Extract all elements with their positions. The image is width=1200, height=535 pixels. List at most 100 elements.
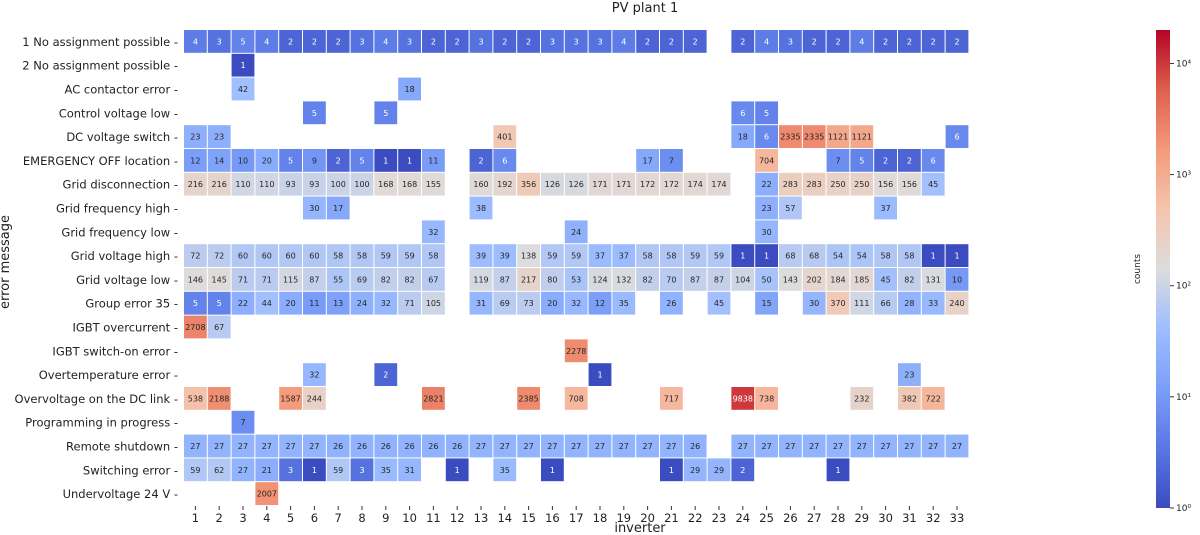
row-label: 2 No assignment possible - [22,59,178,73]
heatmap-cell [231,410,255,434]
heatmap-cell [493,291,517,315]
heatmap-cell [303,244,326,267]
heatmap-cell [874,30,897,53]
heatmap-cell [779,196,802,220]
cell-value: 100 [354,180,369,189]
cell-value: 172 [664,180,679,189]
cell-value: 82 [405,275,415,284]
heatmap-cell [255,434,279,458]
cell-value: 27 [619,442,629,451]
row-label: Grid disconnection - [63,178,178,192]
cell-value: 20 [262,156,272,165]
cell-value: 119 [473,275,488,284]
heatmap-cell [422,291,445,315]
heatmap-cell [945,125,969,148]
column-label: 11 [426,511,441,525]
heatmap-cell [707,244,731,267]
heatmap-cell [802,244,826,267]
column-label: 4 [263,511,270,525]
heatmap-cell [850,291,874,315]
cell-value: 37 [595,252,605,261]
cell-value: 3 [407,37,412,46]
cell-value: 60 [238,252,248,261]
cell-value: 59 [381,252,391,261]
heatmap-cell [493,172,517,196]
heatmap-cell [541,458,564,482]
cell-value: 1 [764,252,769,261]
cell-value: 27 [809,442,819,451]
cell-value: 1 [240,61,245,70]
row-label: Overtemperature error - [39,368,178,382]
heatmap-cell [303,458,326,482]
heatmap-cell [707,172,731,196]
cell-value: 58 [428,252,438,261]
y-axis-label: error message [0,215,13,309]
cell-value: 1 [669,466,674,475]
cell-value: 59 [190,466,200,475]
heatmap-cell [660,458,683,482]
heatmap-cell [184,30,207,53]
cell-value: 168 [402,180,417,189]
heatmap-cell [493,30,517,53]
cell-value: 35 [500,466,510,475]
heatmap-cell [207,149,231,172]
heatmap-cell [802,434,826,458]
heatmap-cell [422,244,445,267]
heatmap-cell [231,268,255,291]
cell-value: 5 [240,37,245,46]
row-label: EMERGENCY OFF location - [23,154,178,168]
heatmap-cell [874,291,897,315]
cell-value: 132 [616,275,631,284]
heatmap-cell [636,434,659,458]
heatmap-cell [398,77,421,101]
cell-value: 27 [738,442,748,451]
cell-value: 1 [312,466,317,475]
heatmap-cell [731,434,755,458]
heatmap-cell [517,434,540,458]
heatmap-cell [493,268,517,291]
cell-value: 2 [455,37,460,46]
cell-value: 6 [931,156,936,165]
cell-value: 722 [926,394,941,403]
cell-value: 3 [288,466,293,475]
heatmap-cell [255,149,279,172]
cell-value: 20 [547,299,557,308]
heatmap-cell [541,172,564,196]
cell-value: 110 [259,180,274,189]
heatmap-cell [755,434,778,458]
heatmap-cell [374,458,398,482]
cell-value: 29 [714,466,724,475]
row-label: Undervoltage 24 V - [63,487,178,501]
cell-value: 93 [309,180,319,189]
cell-value: 22 [238,299,248,308]
heatmap-cell [707,291,731,315]
cell-value: 54 [833,252,843,261]
heatmap-cell [755,149,778,172]
cell-value: 26 [381,442,391,451]
heatmap-cell [374,268,398,291]
heatmap-cell [207,458,231,482]
heatmap-cell [374,244,398,267]
row-label: IGBT overcurrent - [72,321,178,335]
heatmap-cell [279,244,302,267]
cell-value: 6 [764,133,769,142]
row-label: Grid voltage high - [71,249,178,263]
column-label: 19 [616,511,631,525]
row-labels: 1 No assignment possible - 2 No assignmen… [15,35,178,501]
heatmap-cell [255,268,279,291]
colorbar-gradient [1156,30,1170,508]
heatmap-cell [564,434,588,458]
cell-value: 2 [931,37,936,46]
heatmap-cell [493,434,517,458]
heatmap-cell [850,172,874,196]
heatmap-cell [445,434,469,458]
cell-value: 24 [357,299,367,308]
cell-value: 7 [835,156,840,165]
heatmap-cell [588,244,612,267]
heatmap-cell [326,458,350,482]
heatmap-cell [660,30,683,53]
cell-value: 538 [188,394,203,403]
heatmap-cell [374,149,398,172]
row-label: Control voltage low - [59,106,178,120]
cell-value: 87 [500,275,510,284]
